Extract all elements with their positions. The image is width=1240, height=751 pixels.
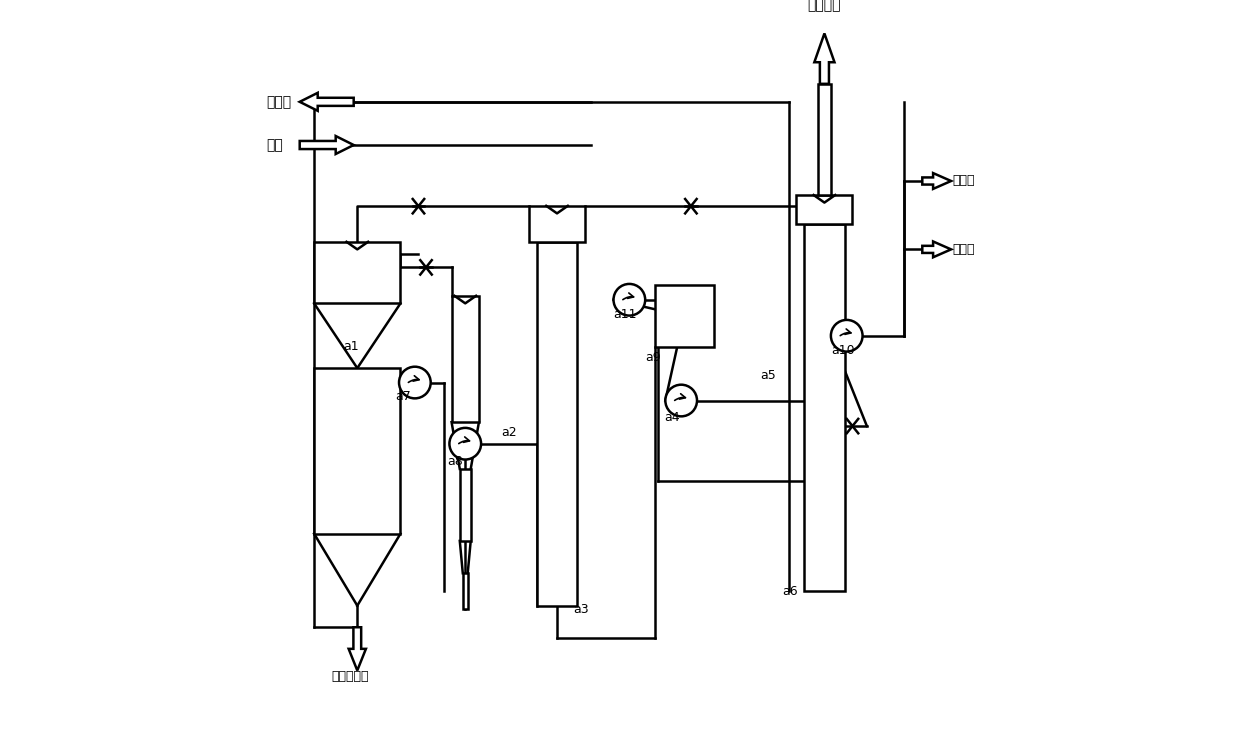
Text: 排至氧化槽: 排至氧化槽 bbox=[331, 671, 368, 683]
Polygon shape bbox=[300, 93, 353, 111]
Polygon shape bbox=[300, 136, 353, 154]
Bar bbox=[528, 207, 585, 242]
Text: 漂洗水: 漂洗水 bbox=[952, 174, 975, 188]
Bar bbox=[655, 285, 713, 346]
Polygon shape bbox=[923, 173, 951, 189]
Text: a4: a4 bbox=[665, 411, 681, 424]
Bar bbox=[804, 225, 846, 591]
Bar bbox=[460, 469, 471, 541]
Text: a7: a7 bbox=[396, 391, 412, 403]
Text: a2: a2 bbox=[501, 427, 517, 439]
Circle shape bbox=[831, 320, 863, 351]
Circle shape bbox=[449, 428, 481, 460]
Bar bbox=[314, 368, 401, 534]
Text: a8: a8 bbox=[448, 455, 463, 468]
Text: 再生酸: 再生酸 bbox=[265, 95, 291, 109]
Circle shape bbox=[666, 385, 697, 416]
Text: 排入大气: 排入大气 bbox=[807, 0, 841, 12]
Text: a9: a9 bbox=[645, 351, 661, 363]
Bar bbox=[451, 296, 479, 422]
Text: 脱盐水: 脱盐水 bbox=[952, 243, 975, 256]
Polygon shape bbox=[348, 627, 366, 671]
Bar bbox=[818, 84, 831, 195]
Circle shape bbox=[614, 284, 645, 315]
Text: 废酸: 废酸 bbox=[265, 138, 283, 152]
Polygon shape bbox=[923, 242, 951, 258]
Text: a1: a1 bbox=[343, 340, 358, 353]
Text: a3: a3 bbox=[573, 603, 589, 616]
Bar bbox=[537, 242, 577, 605]
Text: a5: a5 bbox=[760, 369, 776, 382]
Text: a10: a10 bbox=[831, 344, 854, 357]
Text: a11: a11 bbox=[613, 308, 636, 321]
Bar bbox=[796, 195, 852, 225]
Bar bbox=[463, 573, 467, 609]
Circle shape bbox=[399, 366, 430, 398]
Text: a6: a6 bbox=[782, 585, 797, 598]
Polygon shape bbox=[815, 34, 835, 84]
Bar bbox=[314, 242, 401, 303]
